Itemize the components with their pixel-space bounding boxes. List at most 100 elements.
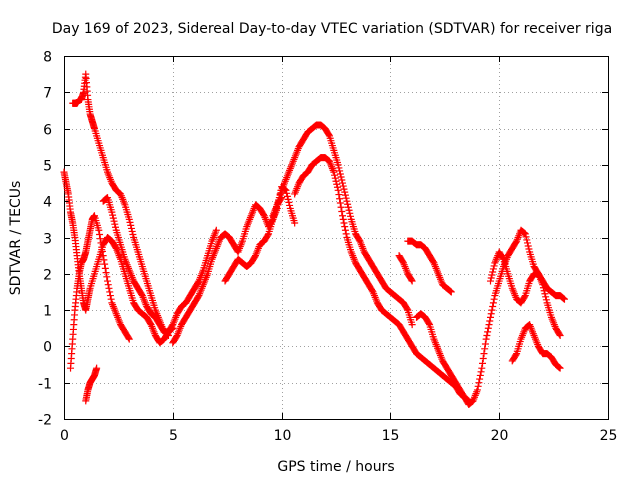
data-point xyxy=(473,386,481,394)
y-tick-label: 2 xyxy=(43,268,52,284)
data-point xyxy=(525,245,533,253)
data-point xyxy=(334,186,342,194)
data-point xyxy=(110,217,118,225)
data-point xyxy=(542,293,550,301)
data-point xyxy=(104,277,112,285)
data-point xyxy=(524,242,532,250)
data-point xyxy=(490,262,498,270)
data-point xyxy=(479,359,487,367)
series-arc-3 xyxy=(67,212,133,372)
data-point xyxy=(486,277,494,285)
data-point xyxy=(488,271,496,279)
data-point xyxy=(447,287,455,295)
data-point xyxy=(108,208,116,216)
data-point xyxy=(336,170,344,178)
data-point xyxy=(125,334,133,342)
data-point xyxy=(522,233,530,241)
y-tick-label: 5 xyxy=(43,159,52,175)
data-point xyxy=(102,269,110,277)
data-point xyxy=(403,305,411,313)
y-tick-label: 0 xyxy=(43,340,52,356)
data-point xyxy=(333,183,341,191)
x-tick-label: 15 xyxy=(382,428,400,444)
y-axis-label: SDTVAR / TECUs xyxy=(8,181,24,296)
data-point xyxy=(146,319,154,327)
data-point xyxy=(484,328,492,336)
data-point xyxy=(126,218,134,226)
y-tick-label: -1 xyxy=(38,377,52,393)
data-point xyxy=(340,219,348,227)
data-point xyxy=(478,364,486,372)
data-point xyxy=(341,191,349,199)
data-point xyxy=(477,368,485,376)
data-point xyxy=(341,188,349,196)
data-point xyxy=(194,278,202,286)
data-point xyxy=(291,219,299,227)
data-point xyxy=(474,382,482,390)
data-point xyxy=(106,288,114,296)
data-point xyxy=(251,253,259,261)
series-arc-4 xyxy=(82,364,101,405)
data-point xyxy=(520,229,528,237)
axis-ticks: 0 5 10 15 20 25 -2 -1 0 1 2 3 4 5 6 7 8 xyxy=(38,50,617,445)
data-point xyxy=(129,230,137,238)
data-point xyxy=(489,302,497,310)
data-point xyxy=(283,192,291,200)
data-point xyxy=(99,252,107,260)
data-point xyxy=(97,239,105,247)
data-point xyxy=(487,310,495,318)
data-point xyxy=(338,207,346,215)
data-point xyxy=(555,330,563,338)
data-point xyxy=(339,215,347,223)
data-point xyxy=(264,231,272,239)
data-point xyxy=(485,321,493,329)
series-arc-12 xyxy=(413,226,568,408)
data-point xyxy=(98,243,106,251)
data-point xyxy=(333,180,341,188)
data-point xyxy=(486,313,494,321)
data-point xyxy=(125,215,133,223)
data-point xyxy=(103,273,111,281)
series-arc-14 xyxy=(508,321,564,372)
data-point xyxy=(283,189,291,197)
data-point xyxy=(425,319,433,327)
data-point xyxy=(521,230,529,238)
data-point xyxy=(487,274,495,282)
data-point xyxy=(475,379,483,387)
data-point xyxy=(555,364,563,372)
x-axis-label: GPS time / hours xyxy=(277,459,394,475)
data-point xyxy=(101,260,109,268)
data-point xyxy=(556,364,564,372)
data-points xyxy=(60,70,568,408)
data-point xyxy=(127,221,135,229)
data-point xyxy=(481,345,489,353)
x-tick-label: 0 xyxy=(60,428,69,444)
series-arc-11 xyxy=(404,237,455,296)
series-arc-10 xyxy=(395,252,416,285)
series-arc-8 xyxy=(269,121,416,329)
data-point xyxy=(368,287,376,295)
data-point xyxy=(334,161,342,169)
data-point xyxy=(285,198,293,206)
data-point xyxy=(344,203,352,211)
data-point xyxy=(335,191,343,199)
data-point xyxy=(194,293,202,301)
y-tick-label: 3 xyxy=(43,232,52,248)
chart-title: Day 169 of 2023, Sidereal Day-to-day VTE… xyxy=(52,21,612,37)
data-point xyxy=(98,247,106,255)
y-tick-label: 4 xyxy=(43,195,52,211)
data-point xyxy=(483,332,491,340)
data-point xyxy=(325,131,333,139)
data-point xyxy=(330,168,338,176)
data-point xyxy=(488,306,496,314)
data-point xyxy=(172,333,180,341)
data-point xyxy=(480,350,488,358)
data-point xyxy=(128,227,136,235)
data-point xyxy=(331,174,339,182)
data-point xyxy=(96,230,104,238)
data-point xyxy=(542,296,550,304)
data-point xyxy=(489,268,497,276)
data-point xyxy=(341,223,349,231)
series-arc-5 xyxy=(99,194,220,336)
